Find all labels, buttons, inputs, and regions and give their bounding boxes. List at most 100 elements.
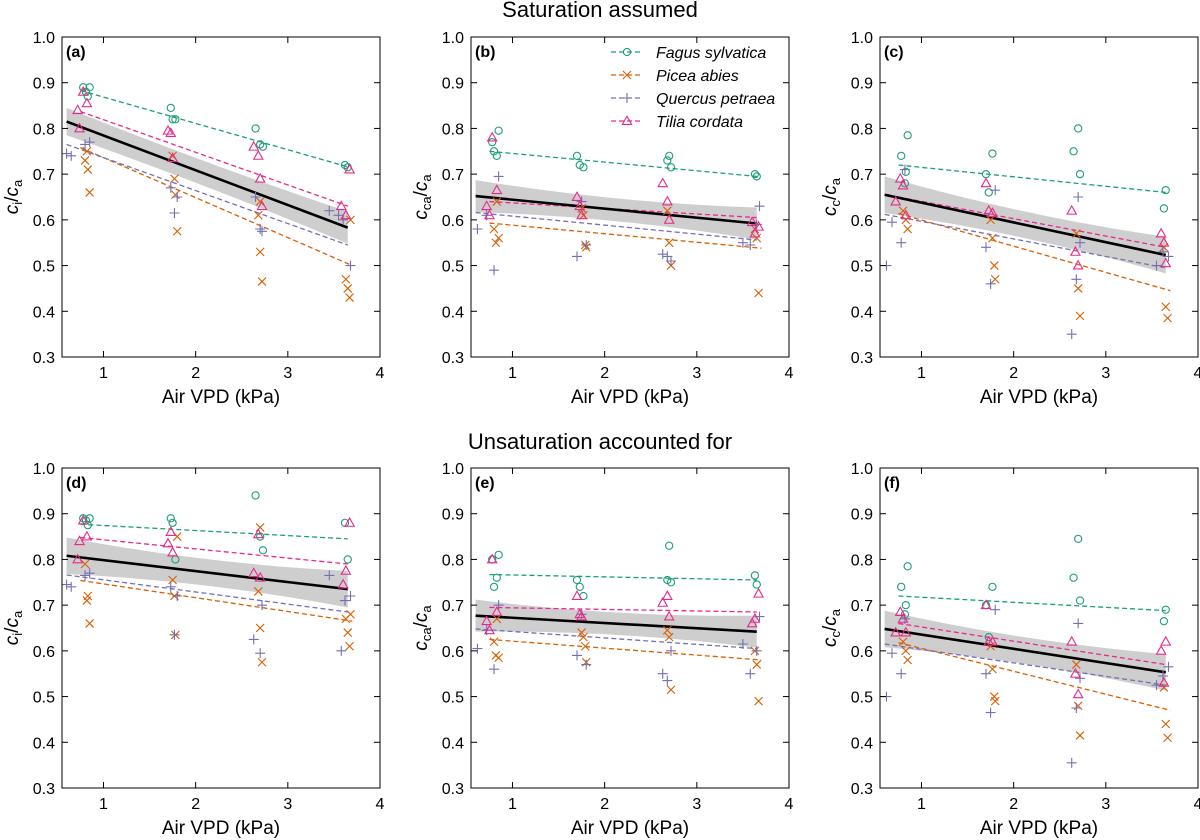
data-point-picea (491, 238, 501, 248)
data-point-tilia (657, 596, 669, 607)
panel-b: 0.3 0.4 0.5 0.6 0.7 0.8 0.9 1.0 1 2 3 4 (b) Air VPD (… (411, 30, 794, 408)
y-tick-label: 0.5 (442, 690, 464, 707)
x-tick-label: 2 (191, 796, 200, 813)
data-point-tilia (663, 610, 675, 621)
y-axis-label: cca/ca (411, 174, 434, 220)
data-point-quercus (886, 217, 897, 228)
y-tick-label: 0.5 (851, 690, 873, 707)
data-point-tilia (900, 626, 912, 637)
x-tick-label: 3 (1101, 365, 1110, 382)
data-point-tilia (252, 528, 264, 539)
x-tick-label: 4 (376, 796, 385, 813)
data-point-tilia (661, 590, 673, 600)
data-point-fagus (258, 546, 268, 555)
y-tick-label: 0.6 (33, 213, 55, 230)
data-point-fagus (258, 142, 268, 151)
panel-label-b: (b) (475, 44, 495, 61)
x-tick-label: 2 (600, 796, 609, 813)
data-point-tilia (890, 626, 902, 637)
data-point-picea (494, 653, 504, 663)
data-point-tilia (483, 624, 495, 635)
data-point-tilia (1069, 245, 1081, 256)
data-point-picea (346, 609, 355, 619)
data-point-tilia (661, 195, 673, 206)
data-point-quercus (493, 171, 504, 182)
data-point-quercus (255, 224, 266, 234)
x-tick-label: 4 (376, 365, 385, 382)
data-point-tilia (344, 163, 356, 174)
data-point-picea (80, 156, 90, 165)
data-point-fagus (663, 156, 672, 165)
y-tick-label: 0.6 (33, 644, 55, 661)
data-point-tilia (1158, 236, 1170, 247)
data-point-quercus (1163, 251, 1174, 262)
y-tick-label: 0.3 (442, 350, 464, 367)
legend-marker-quercus (622, 93, 632, 103)
data-point-fagus (166, 514, 175, 523)
data-point-tilia (165, 526, 177, 536)
data-point-picea (1073, 284, 1083, 293)
data-point-picea (82, 596, 92, 605)
data-point-tilia (256, 200, 268, 211)
data-point-tilia (986, 635, 998, 646)
y-axis-label: ci/ca (2, 610, 25, 645)
panel-a: 0.3 0.4 0.5 0.6 0.7 0.8 0.9 1.0 1 2 3 4 (a) Air VPD (… (2, 30, 385, 408)
y-tick-label: 0.8 (851, 121, 873, 138)
data-point-quercus (1066, 757, 1077, 768)
data-point-quercus (754, 201, 765, 212)
data-point-fagus (903, 562, 912, 571)
data-point-fagus (1159, 616, 1169, 626)
data-point-tilia (890, 195, 902, 206)
fit-line-picea (898, 212, 1171, 292)
data-point-quercus (324, 570, 335, 581)
data-point-picea (494, 233, 504, 243)
fit-line-quercus (475, 628, 757, 650)
data-point-tilia (576, 209, 588, 220)
data-point-tilia (81, 530, 93, 541)
fit-line-fagus (489, 573, 757, 581)
data-point-tilia (753, 587, 765, 598)
legend-marker-fagus (622, 47, 632, 57)
data-point-quercus (1073, 618, 1084, 629)
data-point-tilia (657, 177, 669, 188)
fit-line-fagus (489, 150, 757, 178)
data-point-tilia (486, 553, 498, 564)
data-point-tilia (900, 209, 912, 220)
fit-line-quercus (475, 211, 757, 241)
x-axis-label: Air VPD (kPa) (980, 387, 1098, 408)
data-point-tilia (1155, 227, 1167, 238)
data-point-tilia (746, 216, 758, 227)
data-point-quercus (737, 237, 748, 248)
data-point-picea (85, 188, 95, 197)
data-point-quercus (662, 675, 673, 686)
y-tick-label: 1.0 (33, 461, 55, 478)
data-point-picea (85, 619, 95, 628)
data-point-fagus (1075, 596, 1085, 605)
x-axis-label: Air VPD (kPa) (162, 818, 280, 839)
x-axis-label: Air VPD (kPa) (162, 387, 280, 408)
mean-regression-line-f (884, 627, 1166, 674)
data-point-fagus (85, 83, 94, 92)
y-tick-label: 1.0 (851, 30, 873, 47)
y-tick-label: 1.0 (33, 30, 55, 47)
y-tick-label: 1.0 (442, 461, 464, 478)
data-point-picea (903, 655, 913, 665)
data-point-tilia (254, 172, 266, 183)
data-point-quercus (1075, 673, 1086, 684)
data-point-quercus (985, 707, 996, 718)
data-point-quercus (472, 643, 483, 654)
fit-line-tilia (898, 622, 1166, 666)
x-tick-label: 2 (1009, 365, 1018, 382)
data-point-picea (664, 632, 674, 642)
data-point-tilia (252, 149, 264, 160)
data-point-fagus (492, 151, 501, 161)
data-point-picea (1071, 229, 1081, 238)
data-point-picea (1075, 731, 1085, 740)
data-point-fagus (665, 151, 674, 161)
data-point-tilia (491, 184, 503, 195)
data-point-fagus (494, 550, 503, 560)
legend: Fagus sylvatica Picea abies Quercus petrae… (611, 45, 775, 131)
x-tick-label: 1 (917, 796, 926, 813)
panel-label-d: (d) (66, 475, 86, 492)
data-point-picea (1161, 719, 1171, 729)
